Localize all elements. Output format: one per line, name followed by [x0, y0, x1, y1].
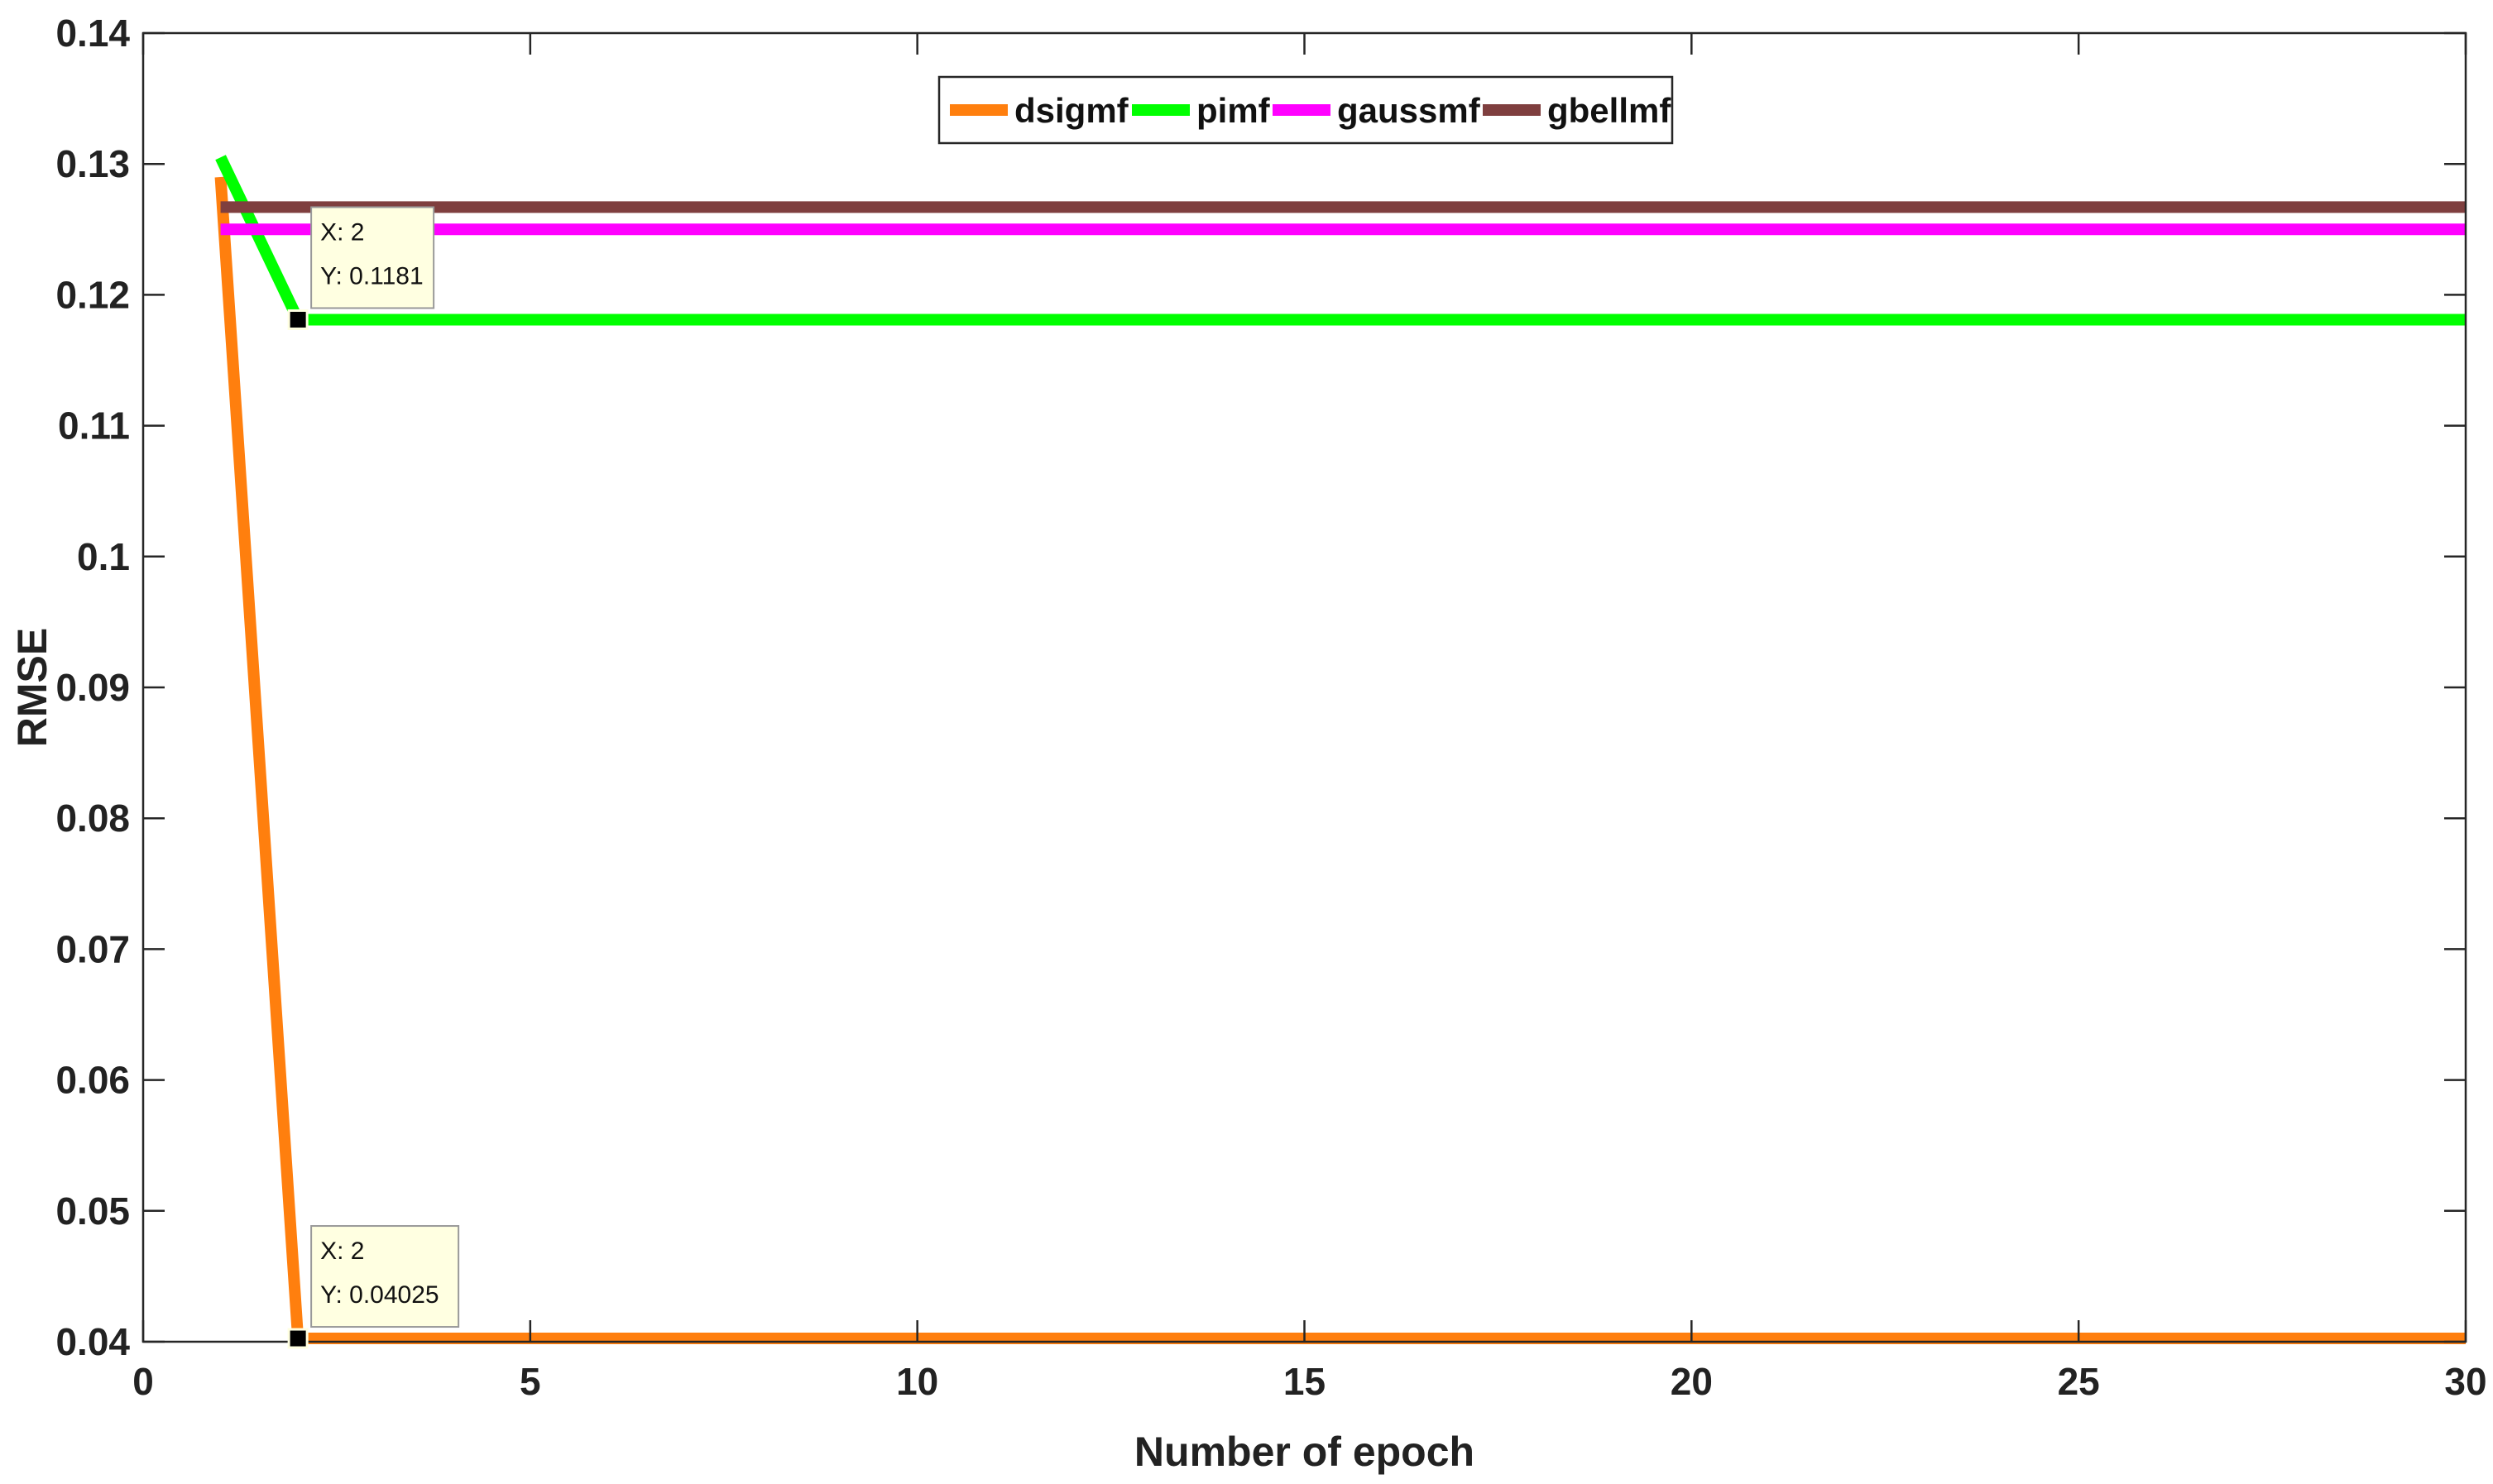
- y-tick-label: 0.1: [77, 535, 130, 578]
- y-tick-label: 0.05: [55, 1190, 130, 1233]
- datatips-layer: X: 2 Y: 0.1181 X: 2 Y: 0.04025: [287, 206, 460, 1349]
- datatip-y-text: Y: 0.1181: [320, 262, 424, 290]
- datatip-dsigmf[interactable]: X: 2 Y: 0.04025: [287, 1225, 460, 1349]
- datatip-marker: [287, 1328, 309, 1349]
- datatip-marker: [287, 309, 309, 330]
- x-tick-label: 10: [896, 1360, 938, 1403]
- legend: dsigmf pimf gaussmf gbellmf: [937, 75, 1674, 145]
- datatip-box: [310, 1225, 460, 1328]
- y-tick-label: 0.12: [55, 273, 130, 316]
- y-tick-label: 0.06: [55, 1059, 130, 1102]
- y-tick-label: 0.11: [58, 405, 130, 448]
- y-tick-label: 0.07: [55, 927, 130, 970]
- legend-label-pimf: pimf: [1196, 91, 1271, 130]
- y-tick-label: 0.14: [55, 12, 130, 55]
- legend-label-gaussmf: gaussmf: [1337, 91, 1481, 130]
- y-axis-label: RMSE: [9, 628, 55, 747]
- datatip-x-text: X: 2: [320, 218, 364, 246]
- x-tick-label: 25: [2058, 1360, 2100, 1403]
- x-axis-label: Number of epoch: [1134, 1429, 1474, 1475]
- y-tick-label: 0.08: [55, 797, 130, 840]
- datatip-box: [310, 206, 435, 309]
- x-tick-label: 20: [1671, 1360, 1713, 1403]
- legend-label-gbellmf: gbellmf: [1547, 91, 1671, 130]
- x-tick-label: 5: [520, 1360, 541, 1403]
- x-tick-label: 30: [2444, 1360, 2486, 1403]
- axes-layer: 0 5 10 15 20 25 30 0.04 0.05 0.06 0.07 0.08 0.09 0.1 0…: [55, 12, 2486, 1403]
- legend-label-dsigmf: dsigmf: [1014, 91, 1129, 130]
- y-tick-label: 0.13: [55, 142, 130, 185]
- x-tick-label: 15: [1283, 1360, 1326, 1403]
- x-tick-label: 0: [132, 1360, 154, 1403]
- y-tick-label: 0.09: [55, 666, 130, 709]
- datatip-x-text: X: 2: [320, 1237, 364, 1265]
- datatip-y-text: Y: 0.04025: [320, 1281, 439, 1309]
- y-tick-label: 0.04: [55, 1320, 130, 1363]
- datatip-pimf[interactable]: X: 2 Y: 0.1181: [287, 206, 435, 330]
